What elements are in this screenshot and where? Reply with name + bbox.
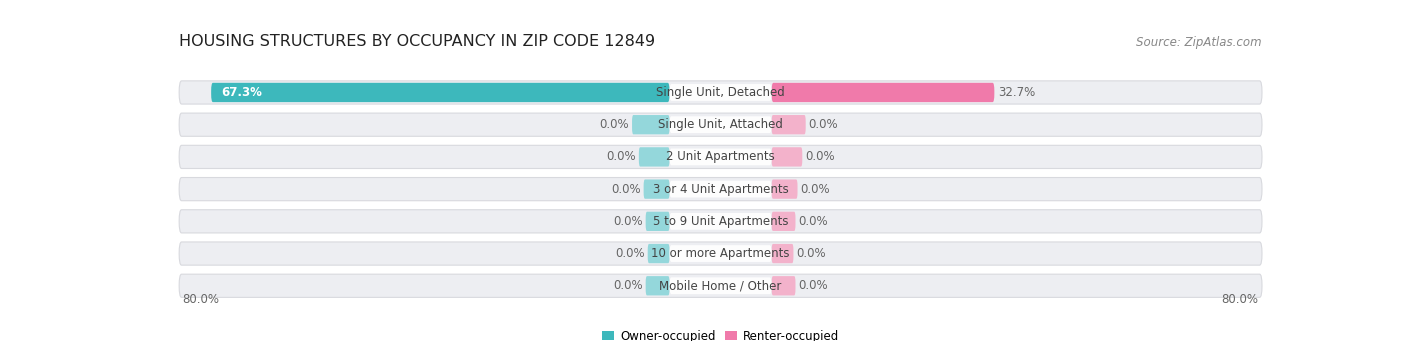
FancyBboxPatch shape (648, 244, 669, 263)
Text: Single Unit, Attached: Single Unit, Attached (658, 118, 783, 131)
Text: Single Unit, Detached: Single Unit, Detached (657, 86, 785, 99)
Text: 0.0%: 0.0% (806, 150, 835, 163)
Text: 0.0%: 0.0% (600, 118, 630, 131)
Text: 80.0%: 80.0% (183, 293, 219, 306)
FancyBboxPatch shape (772, 115, 806, 134)
FancyBboxPatch shape (669, 213, 772, 230)
Text: 3 or 4 Unit Apartments: 3 or 4 Unit Apartments (652, 183, 789, 196)
Text: HOUSING STRUCTURES BY OCCUPANCY IN ZIP CODE 12849: HOUSING STRUCTURES BY OCCUPANCY IN ZIP C… (179, 34, 655, 49)
FancyBboxPatch shape (772, 212, 796, 231)
FancyBboxPatch shape (644, 179, 669, 199)
FancyBboxPatch shape (633, 115, 669, 134)
FancyBboxPatch shape (645, 276, 669, 295)
FancyBboxPatch shape (179, 113, 1263, 136)
Text: Source: ZipAtlas.com: Source: ZipAtlas.com (1136, 36, 1263, 49)
FancyBboxPatch shape (772, 83, 994, 102)
FancyBboxPatch shape (669, 149, 772, 165)
Text: Mobile Home / Other: Mobile Home / Other (659, 279, 782, 292)
Text: 0.0%: 0.0% (613, 279, 643, 292)
FancyBboxPatch shape (179, 210, 1263, 233)
FancyBboxPatch shape (669, 116, 772, 133)
FancyBboxPatch shape (179, 81, 1263, 104)
Text: 32.7%: 32.7% (998, 86, 1035, 99)
FancyBboxPatch shape (772, 276, 796, 295)
Text: 0.0%: 0.0% (613, 215, 643, 228)
Text: 80.0%: 80.0% (1222, 293, 1258, 306)
FancyBboxPatch shape (772, 244, 793, 263)
Text: 0.0%: 0.0% (612, 183, 641, 196)
Text: 0.0%: 0.0% (616, 247, 645, 260)
FancyBboxPatch shape (179, 242, 1263, 265)
FancyBboxPatch shape (179, 145, 1263, 168)
FancyBboxPatch shape (179, 178, 1263, 201)
Text: 0.0%: 0.0% (799, 279, 828, 292)
FancyBboxPatch shape (772, 179, 797, 199)
Legend: Owner-occupied, Renter-occupied: Owner-occupied, Renter-occupied (598, 325, 844, 341)
Text: 10 or more Apartments: 10 or more Apartments (651, 247, 790, 260)
FancyBboxPatch shape (638, 147, 669, 166)
Text: 0.0%: 0.0% (800, 183, 830, 196)
Text: 2 Unit Apartments: 2 Unit Apartments (666, 150, 775, 163)
FancyBboxPatch shape (179, 274, 1263, 297)
Text: 5 to 9 Unit Apartments: 5 to 9 Unit Apartments (652, 215, 789, 228)
Text: 67.3%: 67.3% (221, 86, 263, 99)
Text: 0.0%: 0.0% (808, 118, 838, 131)
FancyBboxPatch shape (211, 83, 669, 102)
Text: 0.0%: 0.0% (799, 215, 828, 228)
FancyBboxPatch shape (645, 212, 669, 231)
FancyBboxPatch shape (669, 84, 772, 101)
Text: 0.0%: 0.0% (606, 150, 636, 163)
FancyBboxPatch shape (669, 277, 772, 294)
FancyBboxPatch shape (669, 181, 772, 197)
Text: 0.0%: 0.0% (796, 247, 825, 260)
FancyBboxPatch shape (669, 245, 772, 262)
FancyBboxPatch shape (772, 147, 803, 166)
